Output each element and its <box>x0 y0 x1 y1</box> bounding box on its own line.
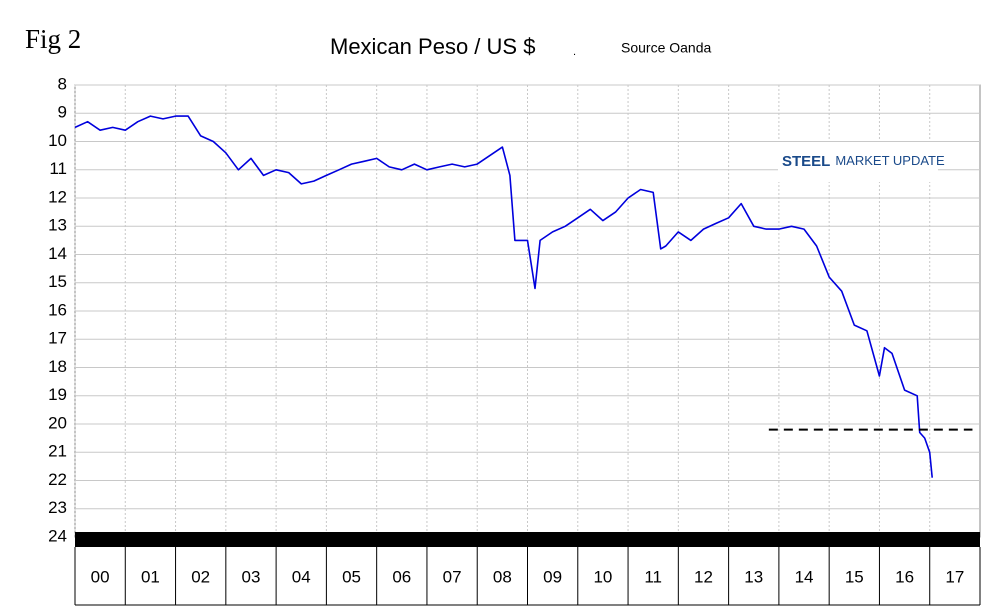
logo-text-first: STEEL <box>782 153 830 170</box>
logo-bg <box>778 142 938 182</box>
x-tick-label: 11 <box>644 567 662 586</box>
logo-text-rest: MARKET UPDATE <box>835 153 945 168</box>
y-tick-label: 21 <box>48 442 67 461</box>
x-tick-label: 17 <box>945 567 964 586</box>
y-tick-label: 13 <box>48 216 67 235</box>
y-tick-label: 10 <box>48 131 67 150</box>
x-tick-label: 10 <box>593 567 612 586</box>
x-tick-label: 01 <box>141 567 160 586</box>
x-tick-label: 04 <box>292 567 311 586</box>
title-suffix: . <box>573 46 576 58</box>
y-tick-label: 15 <box>48 272 67 291</box>
x-tick-label: 12 <box>694 567 713 586</box>
chart-title: Mexican Peso / US $ <box>330 34 535 59</box>
y-tick-label: 17 <box>48 329 67 348</box>
figure-label: Fig 2 <box>25 24 81 54</box>
y-tick-label: 14 <box>48 244 67 263</box>
x-tick-label: 00 <box>91 567 110 586</box>
y-tick-label: 19 <box>48 385 67 404</box>
logo-text: STEEL MARKET UPDATE <box>782 153 945 170</box>
y-tick-label: 18 <box>48 357 67 376</box>
x-tick-label: 16 <box>895 567 914 586</box>
x-tick-label: 05 <box>342 567 361 586</box>
x-tick-label: 15 <box>845 567 864 586</box>
y-tick-label: 11 <box>49 159 67 178</box>
y-tick-label: 24 <box>48 526 67 545</box>
x-axis-bar <box>75 532 980 547</box>
chart-subtitle: Source Oanda <box>621 40 711 56</box>
x-tick-label: 14 <box>795 567 814 586</box>
logo: STEEL MARKET UPDATE <box>778 140 945 185</box>
y-tick-label: 16 <box>48 300 67 319</box>
x-tick-label: 03 <box>242 567 261 586</box>
data-line <box>74 115 933 478</box>
y-tick-label: 20 <box>48 413 67 432</box>
x-tick-label: 07 <box>443 567 462 586</box>
x-tick-label: 09 <box>543 567 562 586</box>
y-tick-label: 8 <box>58 74 67 93</box>
x-tick-label: 08 <box>493 567 512 586</box>
y-tick-label: 12 <box>48 187 67 206</box>
x-tick-label: 06 <box>392 567 411 586</box>
y-tick-label: 23 <box>48 498 67 517</box>
x-tick-label: 13 <box>744 567 763 586</box>
y-tick-label: 22 <box>48 470 67 489</box>
y-tick-label: 9 <box>58 103 67 122</box>
x-tick-label: 02 <box>191 567 210 586</box>
